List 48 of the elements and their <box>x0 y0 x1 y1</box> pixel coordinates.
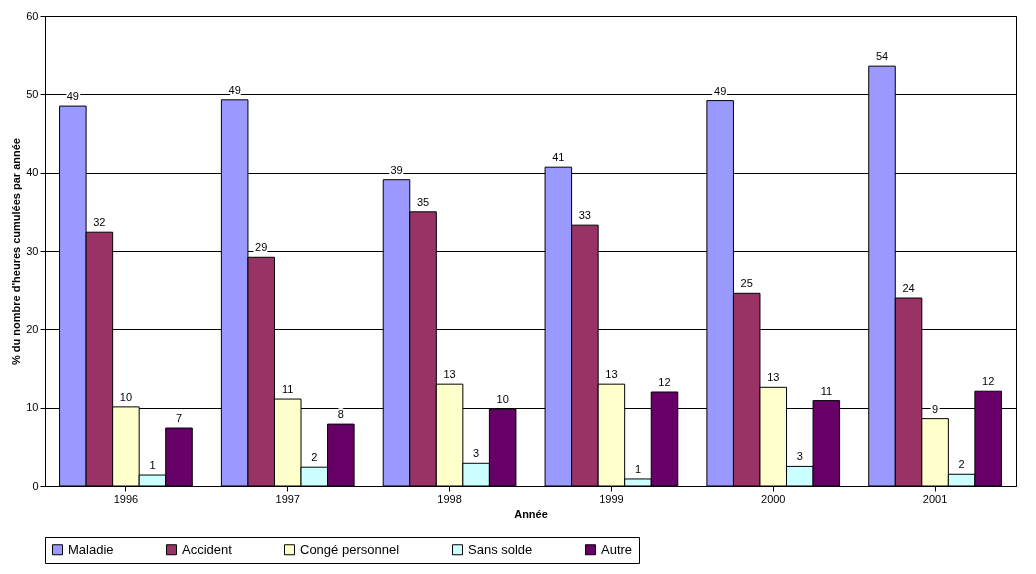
data-label: 25 <box>740 277 753 290</box>
y-tick-label: 20 <box>26 322 39 335</box>
y-tick-label: 60 <box>26 9 39 22</box>
data-label: 1 <box>634 462 642 475</box>
data-label: 8 <box>337 408 344 421</box>
data-label: 12 <box>982 375 995 388</box>
data-label: 49 <box>228 83 241 96</box>
data-label: 2 <box>311 451 318 464</box>
data-label: 13 <box>767 371 780 384</box>
legend-label: Maladie <box>68 541 114 557</box>
legend-label: Autre <box>601 541 633 557</box>
data-label: 10 <box>496 393 509 406</box>
x-tick-label: 1996 <box>113 492 139 505</box>
legend-label: Accident <box>182 541 233 557</box>
data-label: 32 <box>93 216 106 229</box>
data-label: 35 <box>416 195 430 208</box>
x-tick-label: 1997 <box>275 492 300 505</box>
y-axis-title: % du nombre d'heures cumulées par année <box>10 138 23 365</box>
data-label: 24 <box>902 282 915 294</box>
y-tick-label: 40 <box>26 166 39 179</box>
data-label: 3 <box>796 450 803 463</box>
data-label: 54 <box>875 50 889 63</box>
data-label: 1 <box>149 459 156 472</box>
data-label: 41 <box>552 151 565 164</box>
y-tick-label: 50 <box>26 87 39 100</box>
data-label: 13 <box>443 368 456 381</box>
data-label: 10 <box>119 390 133 403</box>
y-tick-label: 0 <box>32 479 39 492</box>
y-tick-label: 10 <box>26 401 39 414</box>
data-label: 12 <box>658 376 671 388</box>
x-tick-label: 2001 <box>922 492 948 505</box>
data-label: 33 <box>578 209 591 222</box>
data-label: 3 <box>473 447 480 460</box>
legend-label: Sans solde <box>468 541 533 557</box>
x-tick-label: 1998 <box>437 492 462 505</box>
data-label: 11 <box>282 383 294 396</box>
data-label: 29 <box>255 241 268 254</box>
data-label: 11 <box>820 384 833 397</box>
data-label: 13 <box>605 368 618 381</box>
x-tick-label: 1999 <box>599 492 624 505</box>
data-label: 2 <box>958 458 965 471</box>
x-tick-label: 2000 <box>761 492 786 505</box>
data-label: 49 <box>714 84 727 97</box>
data-label: 7 <box>175 412 183 425</box>
x-axis-title: Année <box>514 507 548 520</box>
y-tick-label: 30 <box>26 244 39 257</box>
data-label: 39 <box>390 163 403 176</box>
legend-label: Congé personnel <box>300 541 400 557</box>
